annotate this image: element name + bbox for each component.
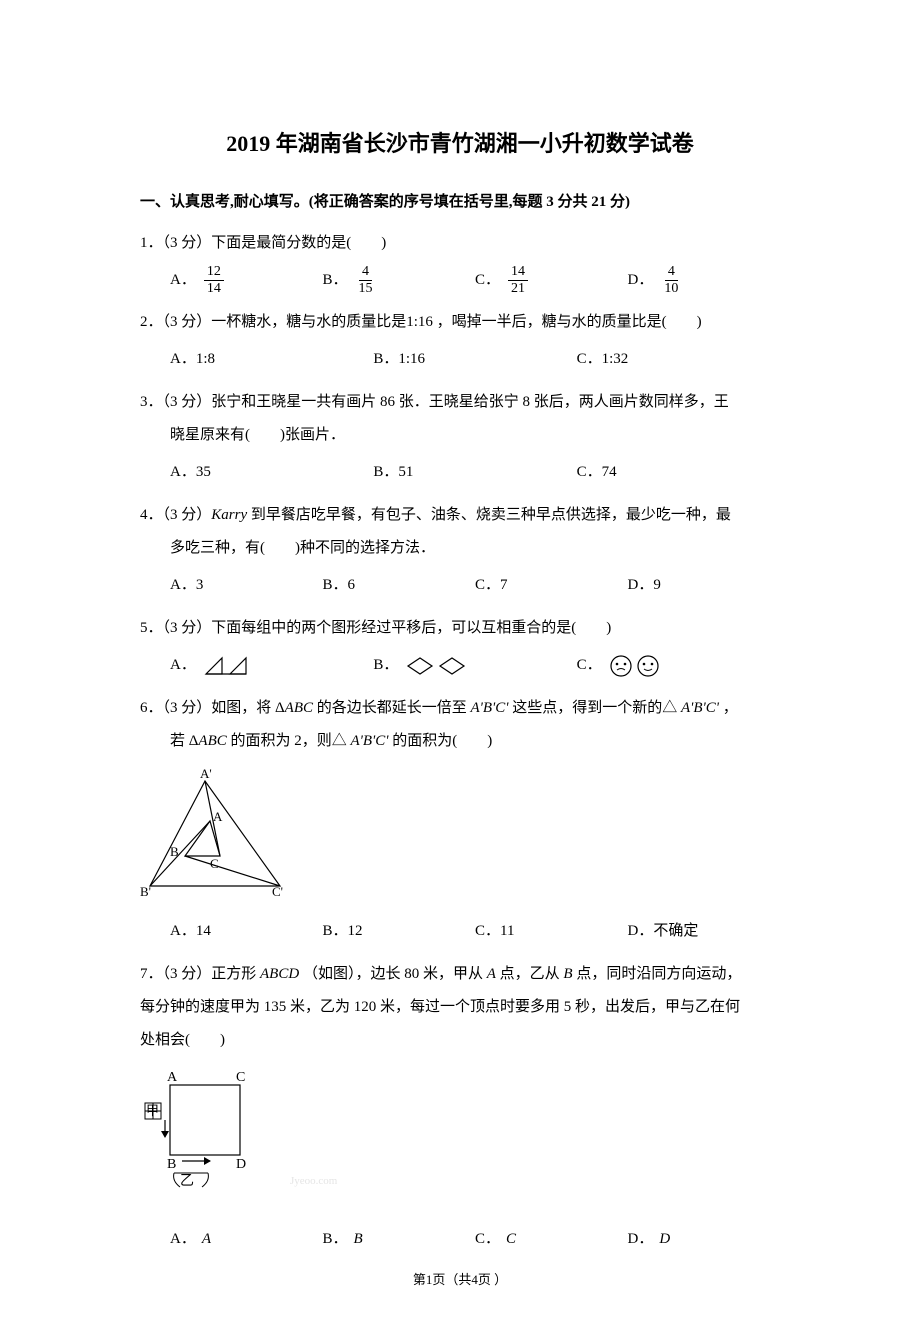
svg-text:乙: 乙 [180,1173,194,1189]
q1-text: 1．（3 分）下面是最简分数的是( ) [140,227,780,260]
q4-text-2: 多吃三种，有( )种不同的选择方法． [140,532,780,565]
q2-text: 2．（3 分）一杯糖水，糖与水的质量比是1:16 ，喝掉一半后，糖与水的质量比是… [140,306,780,339]
face-pair-icon [608,654,668,678]
svg-text:D: D [236,1157,246,1172]
q6-opt-d: D．不确定 [628,915,781,948]
svg-text:C': C' [272,884,283,896]
q1-opt-d: D． 410 [628,264,781,296]
q6-opt-c: C．11 [475,915,628,948]
question-7: 7．（3 分）正方形 ABCD （如图），边长 80 米，甲从 A 点，乙从 B… [140,958,780,1256]
q1-opt-b: B． 415 [323,264,476,296]
q3-text-2: 晓星原来有( )张画片． [140,419,780,452]
q2-opt-c: C．1:32 [577,343,780,376]
question-6: 6．（3 分）如图，将 ΔABC 的各边长都延长一倍至 A'B'C' 这些点，得… [140,692,780,948]
triangle-pair-icon [202,654,282,678]
q5-opt-b: B． [373,649,576,682]
q7-opt-d: D．D [628,1223,781,1256]
q7-options: A．A B．B C．C D．D [140,1223,780,1256]
question-1: 1．（3 分）下面是最简分数的是( ) A． 1214 B． 415 C． 14… [140,227,780,296]
q6-figure: A' A B C B' C' [140,766,780,909]
q7-figure: A C B D 甲 乙 [140,1065,780,1213]
q3-opt-c: C．74 [577,456,780,489]
q2-opt-b: B．1:16 [373,343,576,376]
q2-options: A．1:8 B．1:16 C．1:32 [140,343,780,376]
triangle-extend-icon: A' A B C B' C' [140,766,290,896]
section-1-header: 一、认真思考,耐心填写。(将正确答案的序号填在括号里,每题 3 分共 21 分) [140,186,780,219]
q3-opt-a: A．35 [170,456,373,489]
q3-options: A．35 B．51 C．74 [140,456,780,489]
svg-text:B': B' [140,884,151,896]
q7-text-2: 每分钟的速度甲为 135 米，乙为 120 米，每过一个顶点时要多用 5 秒，出… [140,991,780,1024]
q4-opt-c: C．7 [475,569,628,602]
svg-text:B: B [170,844,179,859]
q1-opt-a: A． 1214 [170,264,323,296]
svg-text:B: B [167,1157,176,1172]
page-footer: 第1页（共4页 ） [140,1272,780,1288]
q4-opt-d: D．9 [628,569,781,602]
svg-text:甲: 甲 [146,1103,159,1118]
q5-opt-a: A． [170,649,373,682]
svg-text:C: C [236,1070,245,1085]
exam-title: 2019 年湖南省长沙市青竹湖湘一小升初数学试卷 [140,120,780,168]
q5-options: A． B． C． [140,649,780,682]
q1-options: A． 1214 B． 415 C． 1421 D． 410 [140,264,780,296]
svg-text:A: A [167,1070,178,1085]
q4-opt-a: A．3 [170,569,323,602]
question-2: 2．（3 分）一杯糖水，糖与水的质量比是1:16 ，喝掉一半后，糖与水的质量比是… [140,306,780,376]
q5-text: 5．（3 分）下面每组中的两个图形经过平移后，可以互相重合的是( ) [140,612,780,645]
q3-opt-b: B．51 [373,456,576,489]
svg-text:C: C [210,856,219,871]
q7-opt-c: C．C [475,1223,628,1256]
q7-opt-a: A．A [170,1223,323,1256]
question-5: 5．（3 分）下面每组中的两个图形经过平移后，可以互相重合的是( ) A． B．… [140,612,780,682]
q1-opt-c: C． 1421 [475,264,628,296]
q6-opt-b: B．12 [323,915,476,948]
q5-opt-c: C． [577,649,780,682]
q7-text-1: 7．（3 分）正方形 ABCD （如图），边长 80 米，甲从 A 点，乙从 B… [140,958,780,991]
q4-opt-b: B．6 [323,569,476,602]
q6-text-2: 若 ΔABC 的面积为 2，则△ A'B'C' 的面积为( ) [140,725,780,758]
q3-text-1: 3．（3 分）张宁和王晓星一共有画片 86 张．王晓星给张宁 8 张后，两人画片… [140,386,780,419]
q4-text-1: 4．（3 分）Karry 到早餐店吃早餐，有包子、油条、烧卖三种早点供选择，最少… [140,499,780,532]
q6-options: A．14 B．12 C．11 D．不确定 [140,915,780,948]
question-3: 3．（3 分）张宁和王晓星一共有画片 86 张．王晓星给张宁 8 张后，两人画片… [140,386,780,489]
q6-opt-a: A．14 [170,915,323,948]
svg-text:A: A [213,809,223,824]
rhombus-pair-icon [404,654,474,678]
question-4: 4．（3 分）Karry 到早餐店吃早餐，有包子、油条、烧卖三种早点供选择，最少… [140,499,780,602]
square-path-icon: A C B D 甲 乙 [140,1065,260,1200]
q6-text-1: 6．（3 分）如图，将 ΔABC 的各边长都延长一倍至 A'B'C' 这些点，得… [140,692,780,725]
q7-opt-b: B．B [323,1223,476,1256]
svg-text:A': A' [200,766,212,781]
q7-text-3: 处相会( ) [140,1024,780,1057]
q2-opt-a: A．1:8 [170,343,373,376]
q4-options: A．3 B．6 C．7 D．9 [140,569,780,602]
